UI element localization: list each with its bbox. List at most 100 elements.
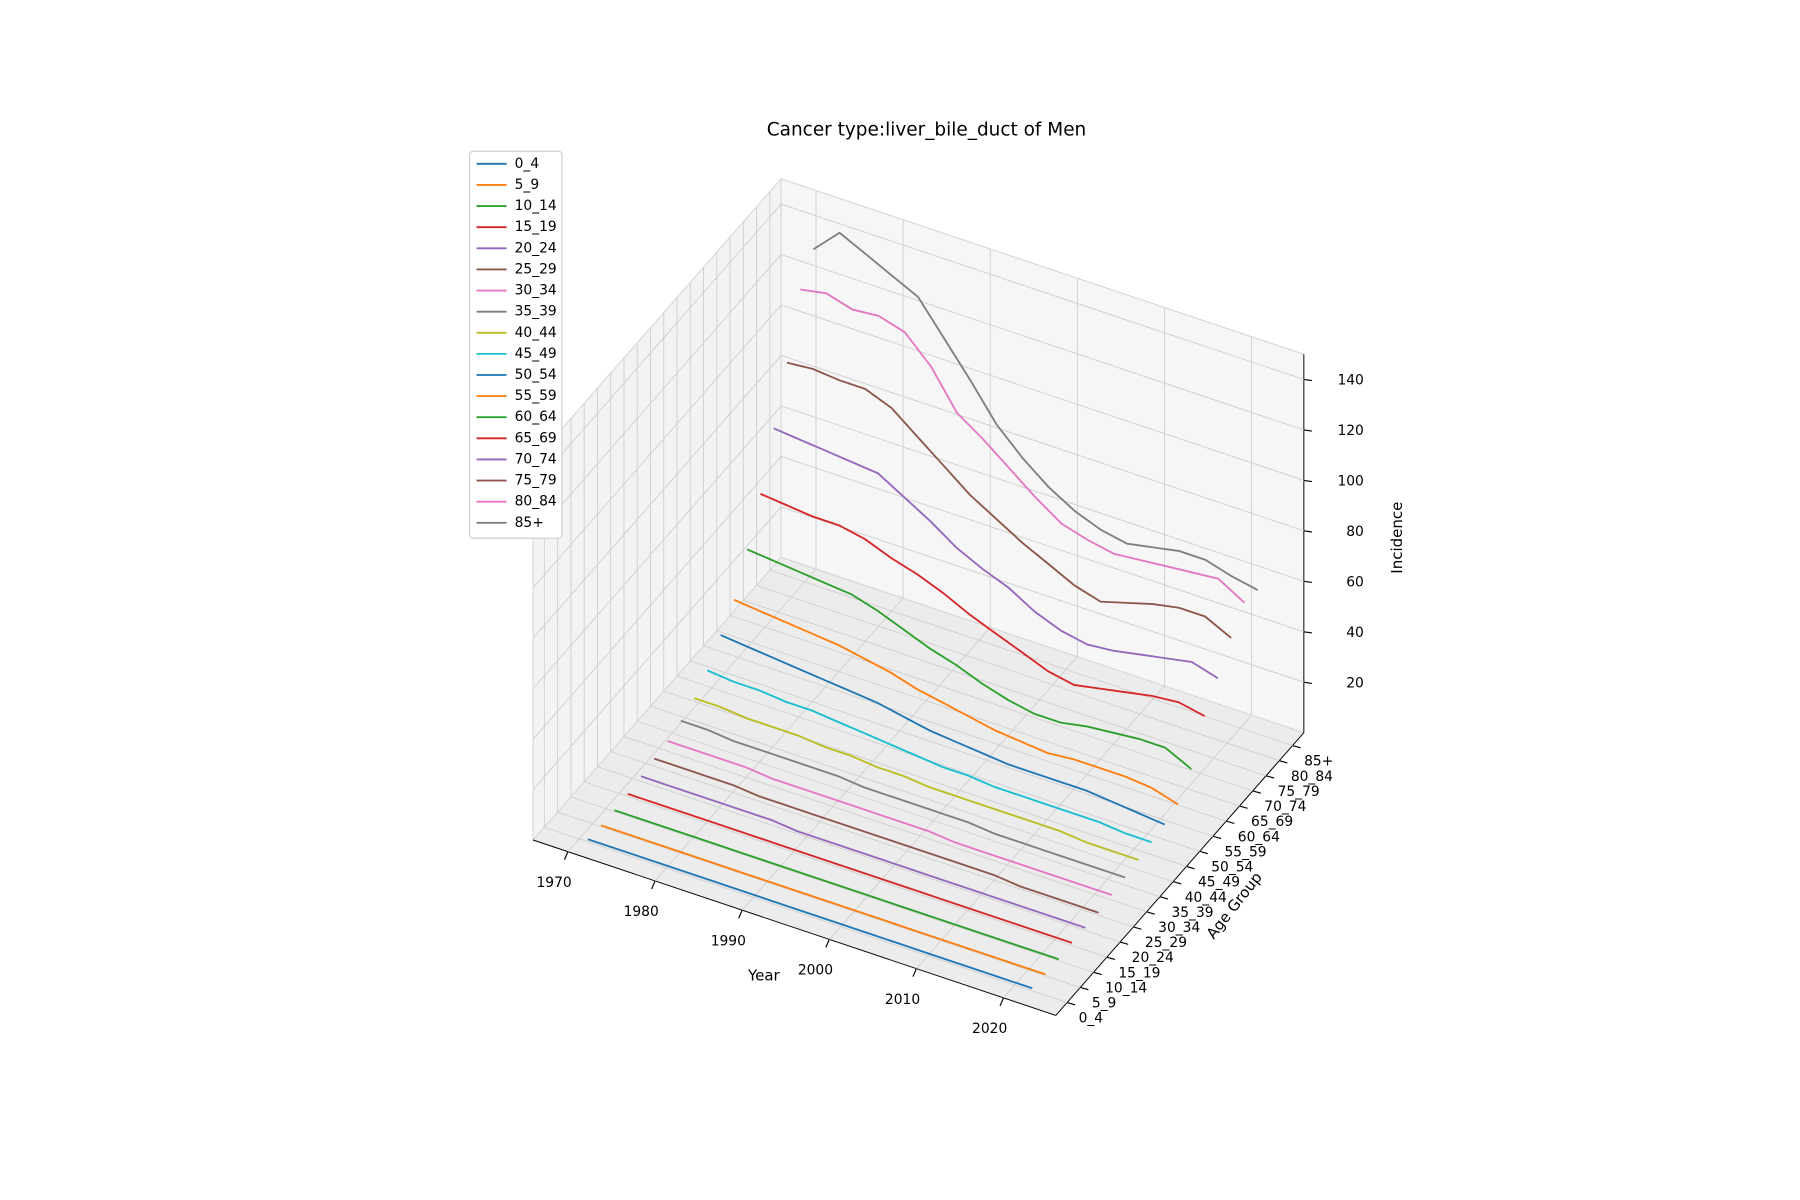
series-line: [760, 492, 1206, 717]
y-grid-line: [570, 796, 1094, 973]
x-tick: [651, 880, 656, 890]
series-line: [667, 740, 1113, 896]
y-grid-line: [623, 736, 1147, 913]
y-tick: [1292, 744, 1301, 749]
x-tick: [825, 939, 830, 948]
z-grid-line: [532, 203, 782, 488]
y-grid-line: [729, 615, 1253, 792]
x-tick: [738, 909, 743, 919]
legend-label: 40_44: [515, 325, 557, 341]
y-tick-label: 35_39: [1171, 905, 1213, 921]
y-tick: [1106, 956, 1116, 961]
grid: [532, 190, 1313, 1016]
x-axis-label: Year: [747, 967, 781, 985]
legend-label: 30_34: [515, 283, 557, 299]
z-axis-label: Incidence: [1388, 502, 1406, 574]
z-tick: [1303, 681, 1313, 684]
x-tick-label: 1980: [624, 904, 659, 920]
legend-label: 20_24: [515, 240, 557, 256]
legend-label: 35_39: [515, 304, 557, 320]
x-tick: [999, 997, 1005, 1007]
z-tick: [1303, 580, 1313, 584]
legend-label: 50_54: [515, 367, 557, 383]
y-tick: [1146, 911, 1155, 915]
y-grid-line: [557, 811, 1081, 988]
series-line: [614, 809, 1060, 961]
x-grid-line: [828, 656, 1078, 940]
y-axis-line: [1055, 732, 1305, 1016]
series-line: [693, 697, 1139, 861]
y-tick: [1133, 926, 1142, 930]
z-tick-label: 20: [1346, 675, 1364, 691]
z-tick-label: 120: [1337, 423, 1363, 439]
y-tick: [1119, 941, 1129, 945]
y-grid-line: [743, 599, 1267, 777]
labels: 1970198019902000201020202040608010012014…: [536, 373, 1363, 1037]
z-grid-line: [781, 405, 1304, 582]
y-tick: [1279, 760, 1288, 764]
y-tick: [1173, 881, 1182, 885]
series-line: [640, 775, 1086, 929]
y-tick-label: 50_54: [1211, 860, 1253, 876]
y-grid-line: [544, 826, 1068, 1003]
z-grid-line: [781, 254, 1304, 431]
y-tick-label: 40_44: [1185, 890, 1227, 906]
y-grid-line: [676, 675, 1200, 852]
z-grid-line: [781, 203, 1304, 380]
y-tick-label: 85+: [1304, 754, 1333, 770]
y-tick: [1265, 775, 1275, 779]
z-tick: [1303, 530, 1313, 533]
series-line: [746, 548, 1192, 770]
y-grid-line: [637, 720, 1161, 898]
series-line: [733, 598, 1179, 806]
y-tick-label: 5_9: [1092, 996, 1117, 1012]
y-tick-label: 45_49: [1198, 875, 1240, 891]
legend-label: 65_69: [515, 430, 557, 446]
z-grid-line: [781, 304, 1304, 481]
series-line: [800, 288, 1246, 604]
legend-label: 10_14: [515, 198, 557, 214]
x-tick-label: 2020: [972, 1021, 1007, 1037]
z-grid-line: [532, 456, 782, 740]
y-grid-line: [769, 569, 1293, 746]
y-tick-label: 80_84: [1291, 769, 1333, 785]
y-tick-label: 70_74: [1264, 799, 1306, 815]
z-tick-label: 100: [1337, 474, 1363, 490]
y-tick: [1066, 1001, 1076, 1006]
legend-label: 45_49: [515, 346, 557, 362]
series-line: [773, 427, 1219, 680]
legend-label: 60_64: [515, 409, 557, 425]
y-grid-line: [610, 751, 1134, 928]
z-grid-line: [532, 304, 782, 588]
z-grid-line: [781, 355, 1304, 532]
legend-label: 85+: [515, 515, 544, 531]
legend-label: 0_4: [515, 156, 540, 172]
y-tick: [1226, 820, 1235, 824]
z-tick: [1303, 479, 1313, 483]
series-line: [706, 669, 1152, 844]
legend-label: 55_59: [515, 388, 557, 404]
series-line: [812, 231, 1259, 591]
series-line: [587, 838, 1033, 990]
y-grid-line: [597, 766, 1121, 943]
y-tick-label: 30_34: [1158, 920, 1200, 936]
z-tick: [1303, 429, 1313, 432]
y-tick-label: 60_64: [1238, 829, 1280, 845]
y-tick-label: 15_19: [1118, 965, 1160, 981]
chart-title: Cancer type:liver_bile_duct of Men: [767, 119, 1086, 140]
x-tick: [563, 851, 569, 860]
y-grid-line: [584, 781, 1107, 958]
y-tick: [1093, 971, 1102, 976]
z-grid-line: [781, 506, 1304, 683]
y-tick-label: 25_29: [1145, 935, 1187, 951]
y-tick-label: 0_4: [1079, 1011, 1104, 1027]
y-tick: [1186, 865, 1195, 870]
legend-label: 70_74: [515, 451, 557, 467]
series-line: [786, 361, 1232, 639]
legend-label: 25_29: [515, 261, 557, 277]
y-grid-line: [756, 584, 1280, 762]
y-tick-label: 75_79: [1278, 784, 1320, 800]
legend-label: 75_79: [515, 473, 557, 489]
x-grid-line: [916, 685, 1165, 969]
